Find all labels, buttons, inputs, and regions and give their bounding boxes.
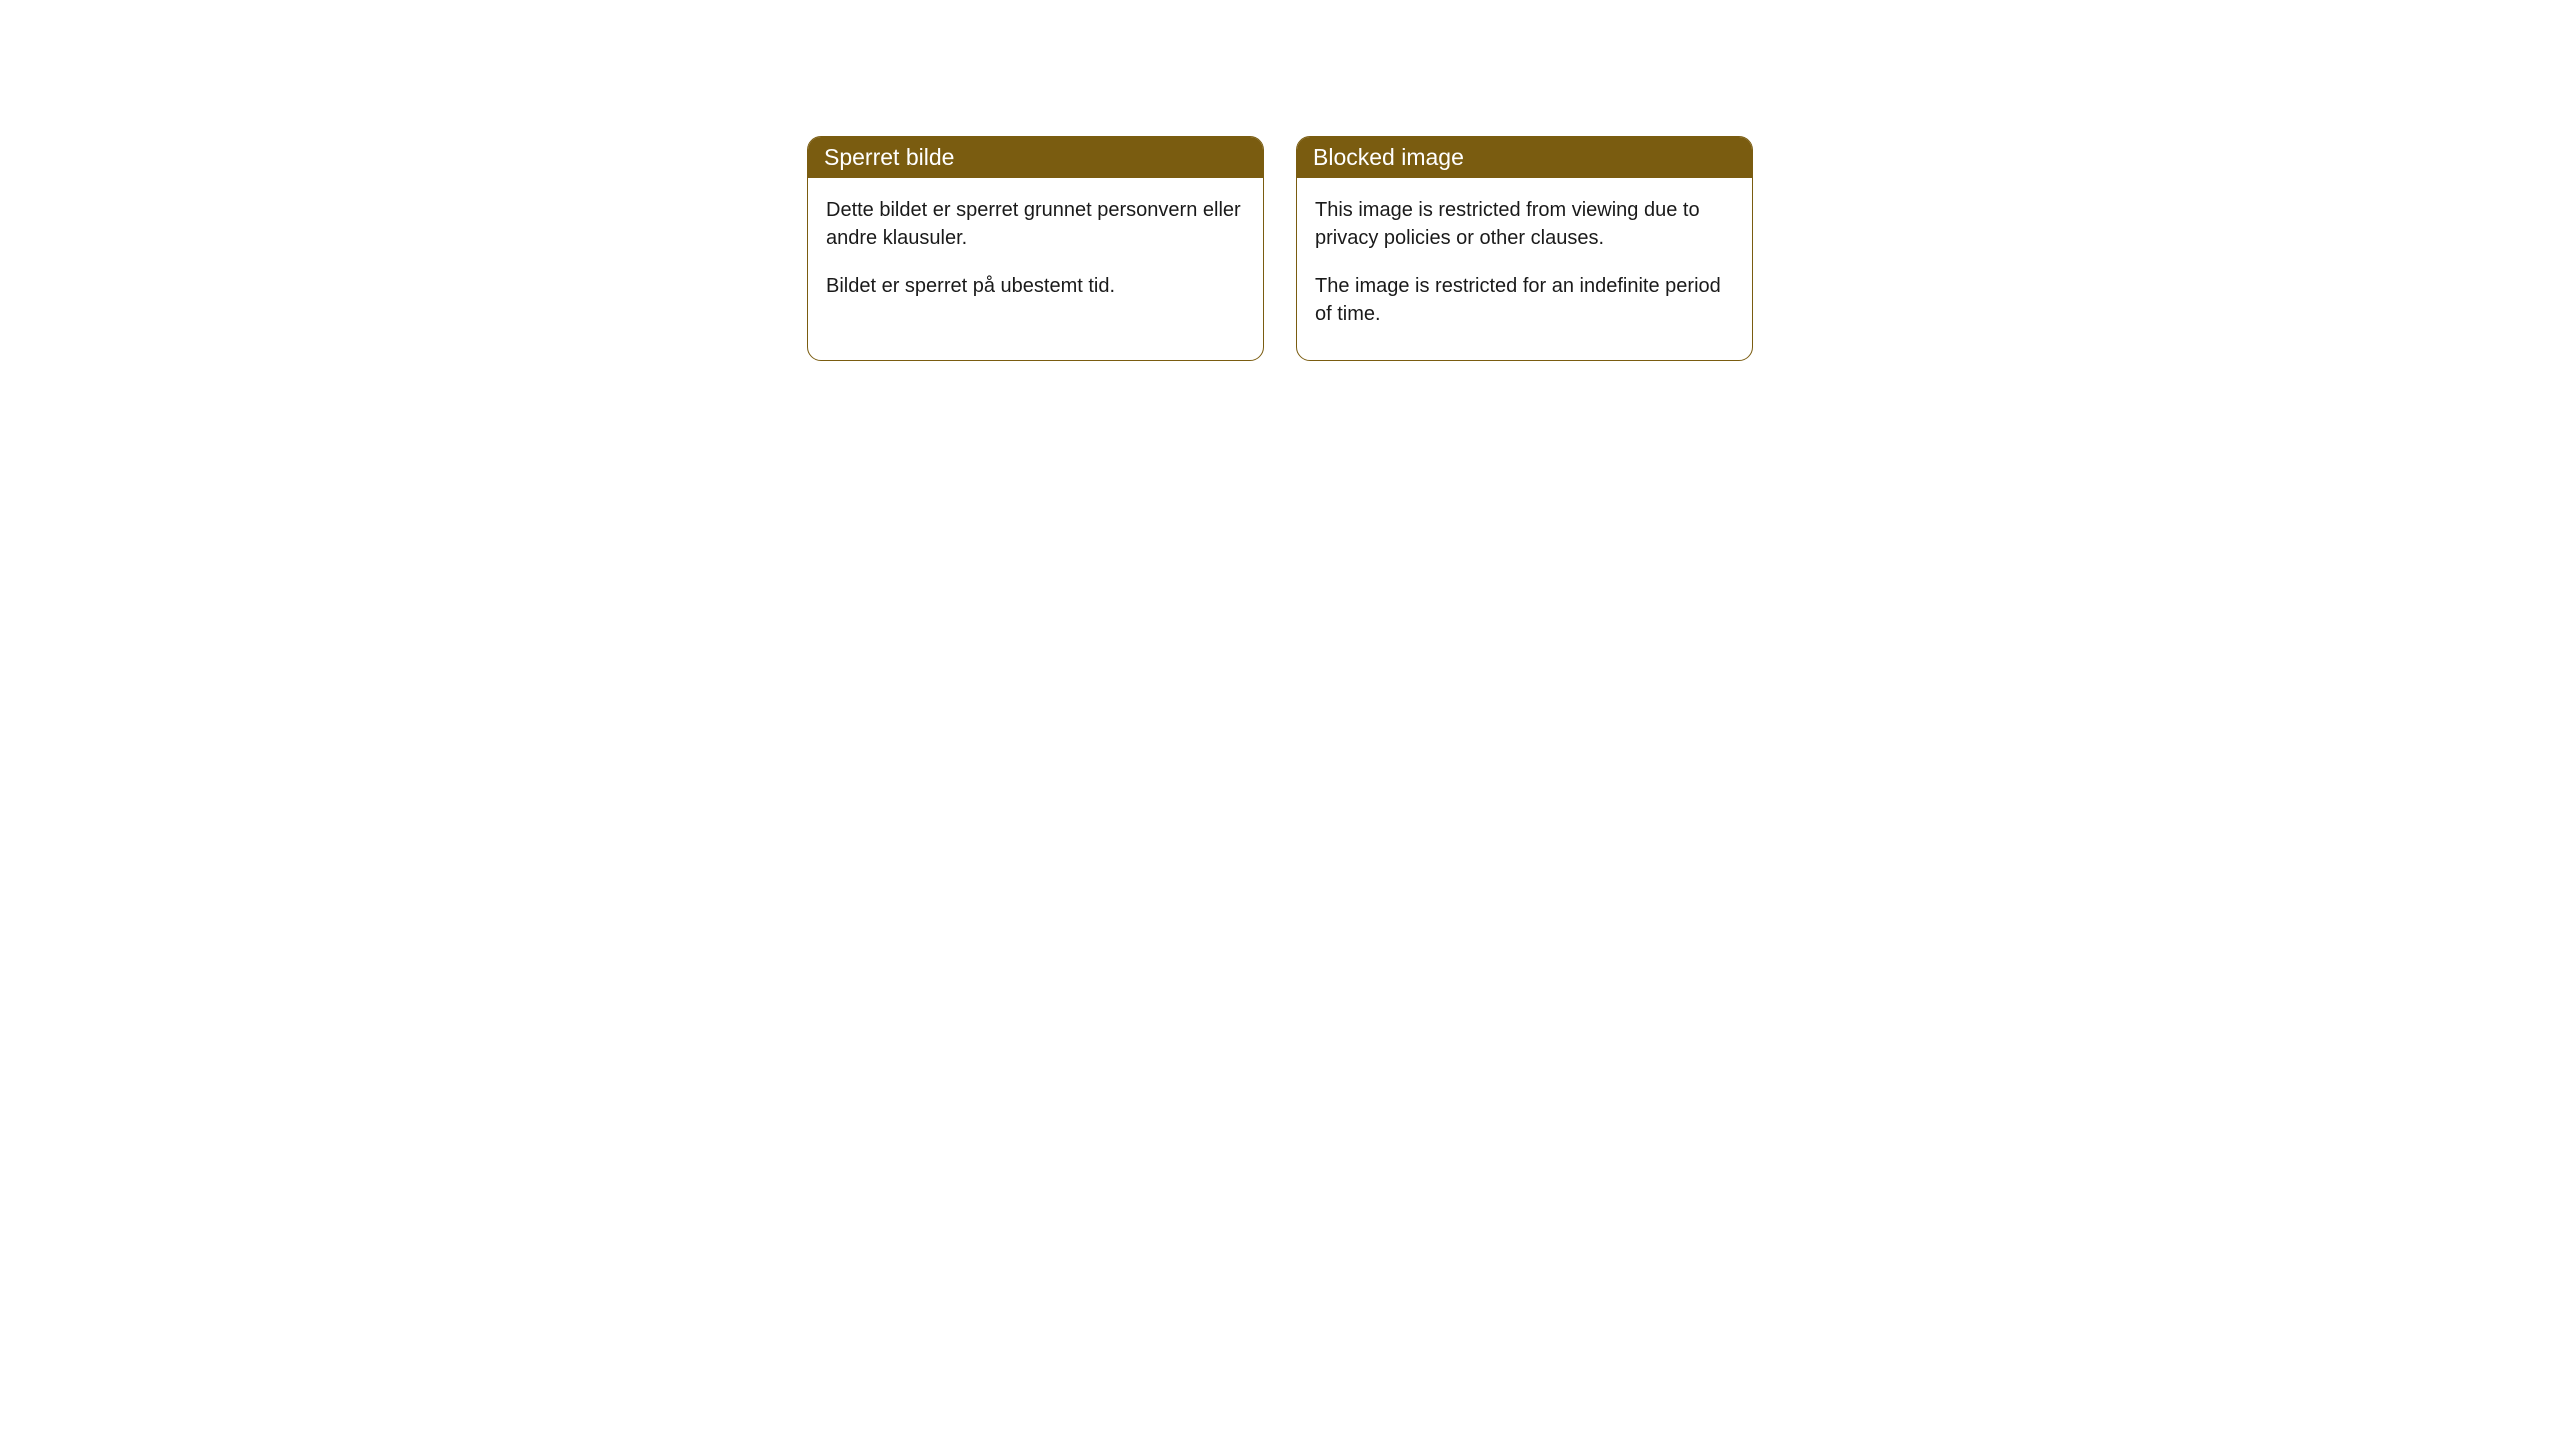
notice-container: Sperret bilde Dette bildet er sperret gr… xyxy=(807,136,1753,361)
card-paragraph: This image is restricted from viewing du… xyxy=(1315,196,1734,252)
card-body: Dette bildet er sperret grunnet personve… xyxy=(808,178,1263,332)
card-body: This image is restricted from viewing du… xyxy=(1297,178,1752,360)
card-title: Blocked image xyxy=(1313,144,1464,170)
card-title: Sperret bilde xyxy=(824,144,954,170)
card-paragraph: Bildet er sperret på ubestemt tid. xyxy=(826,272,1245,300)
notice-card-english: Blocked image This image is restricted f… xyxy=(1296,136,1753,361)
card-header: Sperret bilde xyxy=(808,137,1263,178)
card-paragraph: The image is restricted for an indefinit… xyxy=(1315,272,1734,328)
card-paragraph: Dette bildet er sperret grunnet personve… xyxy=(826,196,1245,252)
card-header: Blocked image xyxy=(1297,137,1752,178)
notice-card-norwegian: Sperret bilde Dette bildet er sperret gr… xyxy=(807,136,1264,361)
